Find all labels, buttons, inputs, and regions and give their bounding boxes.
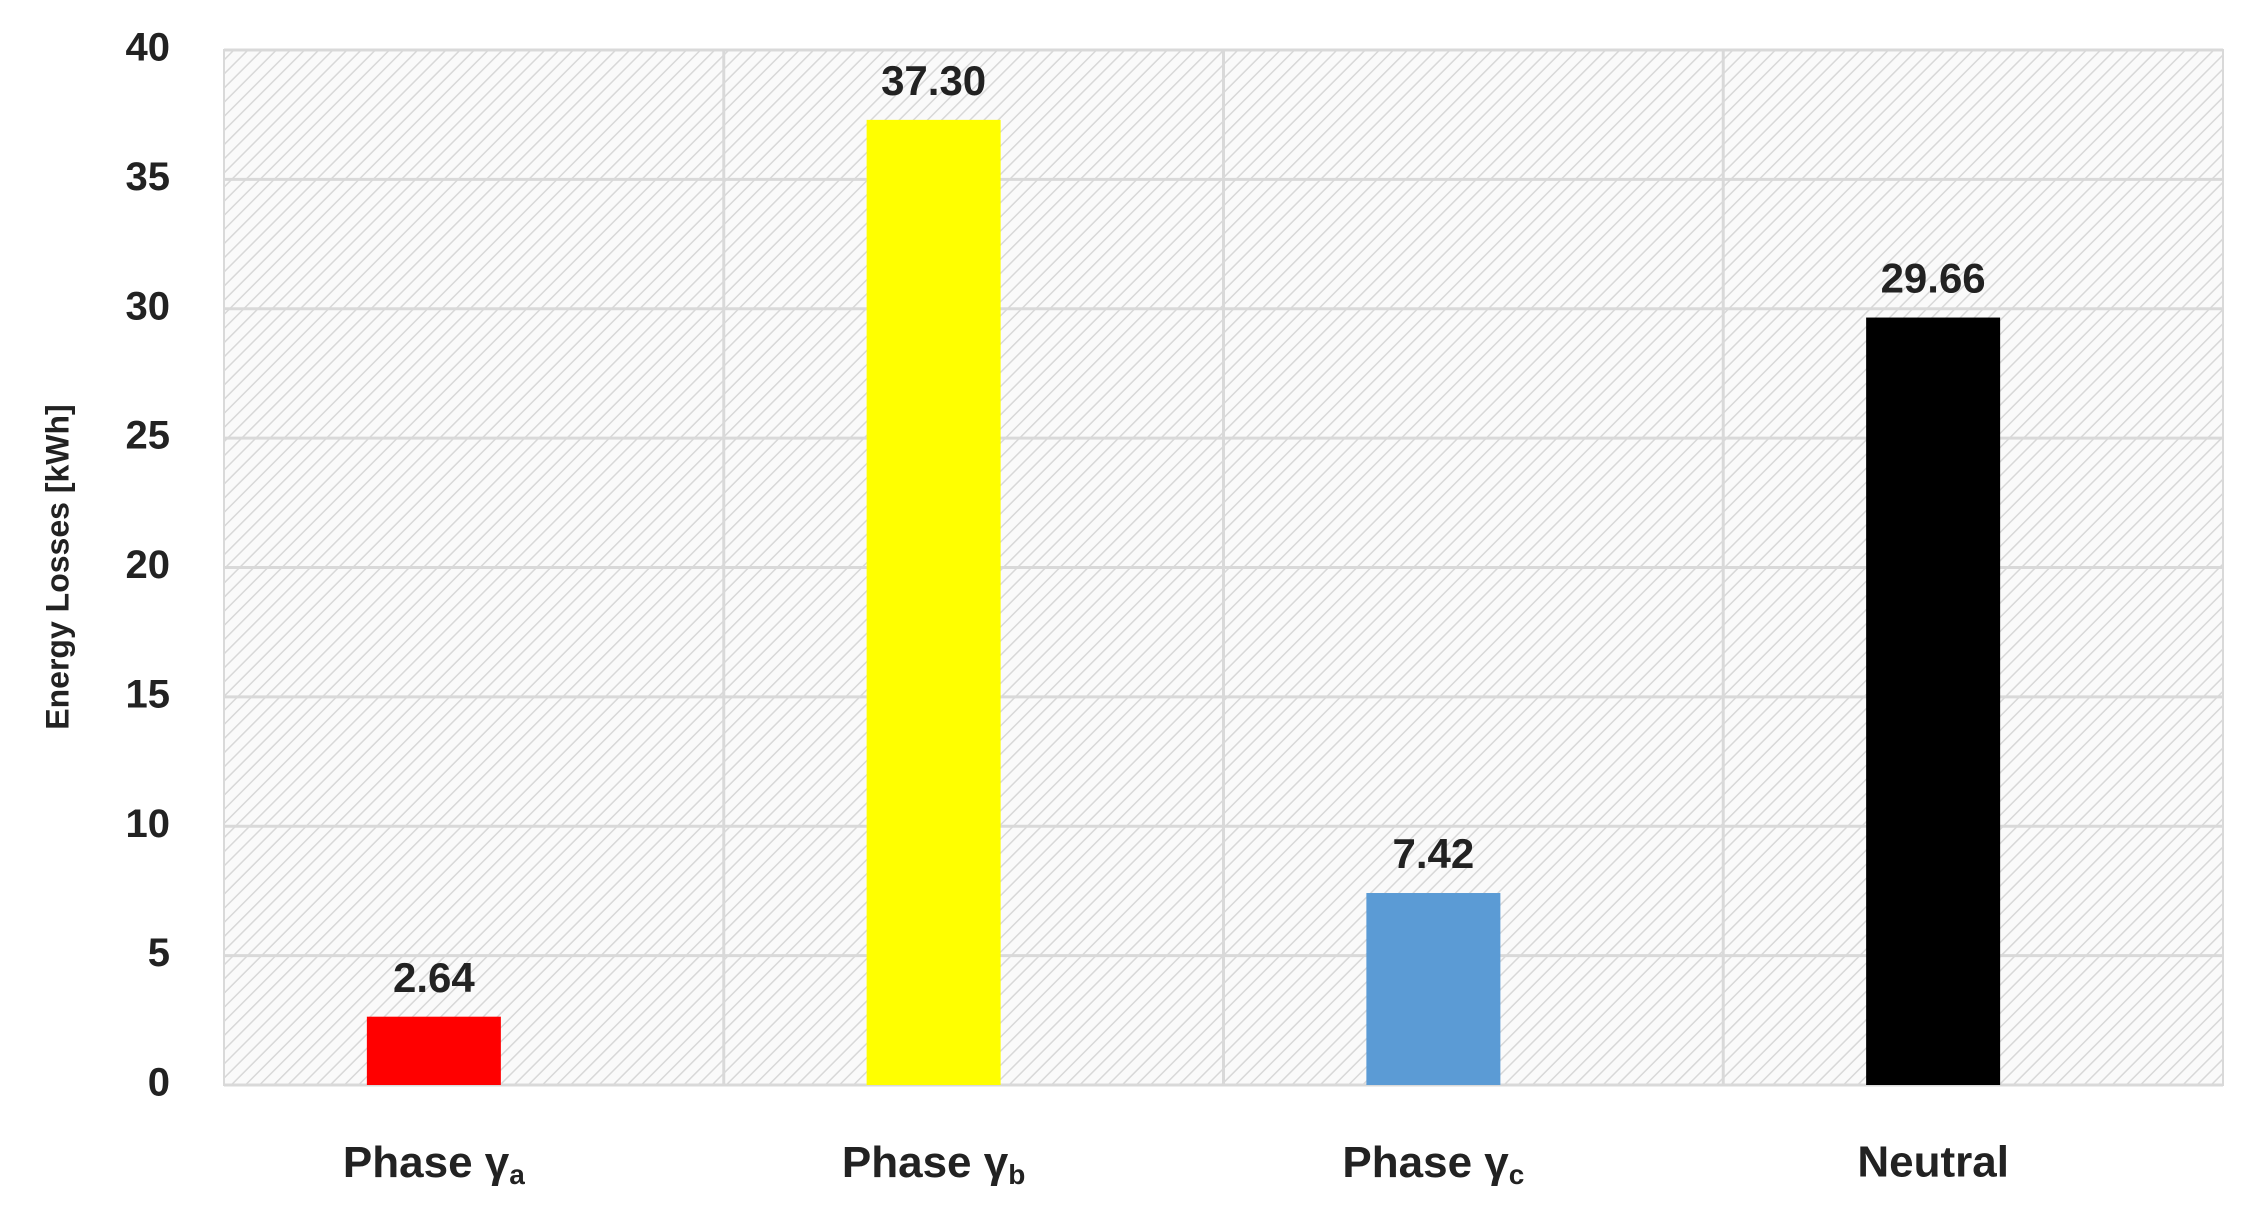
value-label: 29.66 xyxy=(1881,255,1986,302)
x-tick-label: Phase γa xyxy=(343,1138,525,1191)
x-tick-label: Phase γc xyxy=(1342,1138,1524,1191)
bar xyxy=(866,119,1001,1086)
bar xyxy=(1866,317,2001,1085)
x-tick-label: Phase γb xyxy=(842,1138,1025,1191)
y-tick-label: 15 xyxy=(126,672,171,716)
y-tick-label: 30 xyxy=(126,284,171,328)
value-label: 2.64 xyxy=(393,954,475,1001)
value-label: 37.30 xyxy=(881,57,986,104)
y-tick-label: 25 xyxy=(126,414,171,458)
bar xyxy=(1366,893,1501,1085)
y-axis-label: Energy Losses [kWh] xyxy=(39,404,75,729)
value-label: 7.42 xyxy=(1393,830,1475,877)
y-tick-label: 5 xyxy=(148,931,170,975)
y-tick-label: 20 xyxy=(126,543,171,587)
y-tick-label: 35 xyxy=(126,155,171,199)
x-tick-label: Neutral xyxy=(1857,1138,2009,1187)
y-tick-label: 40 xyxy=(126,26,171,70)
y-tick-label: 0 xyxy=(148,1061,170,1105)
y-tick-label: 10 xyxy=(126,802,171,846)
bar xyxy=(366,1016,501,1085)
